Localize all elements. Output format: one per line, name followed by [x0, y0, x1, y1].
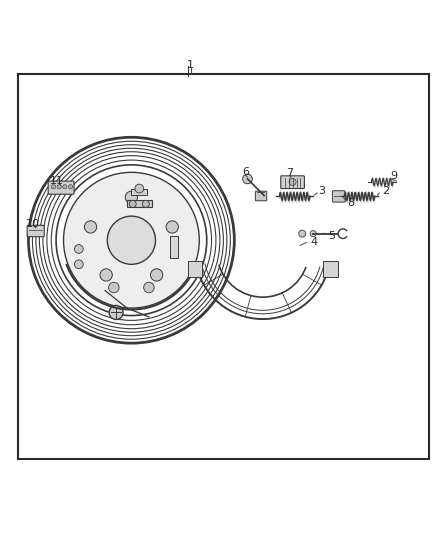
Circle shape — [299, 230, 306, 237]
FancyBboxPatch shape — [255, 191, 267, 201]
Circle shape — [107, 216, 155, 264]
Text: 5: 5 — [328, 231, 336, 241]
Text: 10: 10 — [26, 219, 40, 229]
FancyBboxPatch shape — [332, 191, 345, 202]
Text: 7: 7 — [286, 168, 293, 178]
Text: 9: 9 — [391, 171, 398, 181]
Text: 4: 4 — [311, 237, 318, 247]
Circle shape — [109, 305, 123, 319]
Polygon shape — [323, 261, 338, 277]
Text: 1: 1 — [187, 60, 194, 70]
Circle shape — [144, 282, 154, 293]
Polygon shape — [187, 261, 202, 277]
Circle shape — [129, 200, 136, 207]
Circle shape — [151, 269, 163, 281]
FancyBboxPatch shape — [27, 225, 44, 237]
Circle shape — [64, 172, 199, 308]
Bar — [18, 74, 429, 459]
Circle shape — [243, 174, 252, 184]
Text: 3: 3 — [318, 186, 325, 196]
FancyBboxPatch shape — [170, 236, 178, 258]
Circle shape — [74, 245, 83, 253]
Circle shape — [100, 269, 112, 281]
Polygon shape — [127, 200, 152, 207]
Circle shape — [109, 282, 119, 293]
FancyBboxPatch shape — [48, 181, 74, 194]
FancyBboxPatch shape — [131, 189, 147, 195]
Circle shape — [166, 221, 178, 233]
Circle shape — [74, 260, 83, 269]
Text: 2: 2 — [382, 186, 389, 196]
Text: 11: 11 — [50, 176, 64, 186]
Circle shape — [51, 184, 56, 189]
Circle shape — [68, 184, 73, 189]
Circle shape — [63, 184, 67, 189]
Circle shape — [289, 179, 296, 185]
Circle shape — [85, 221, 97, 233]
FancyBboxPatch shape — [281, 176, 304, 189]
Circle shape — [125, 191, 138, 204]
Circle shape — [310, 231, 316, 237]
Circle shape — [142, 200, 149, 207]
Text: 6: 6 — [242, 167, 249, 177]
Circle shape — [57, 184, 61, 189]
Text: 8: 8 — [347, 198, 354, 208]
Circle shape — [135, 184, 144, 193]
